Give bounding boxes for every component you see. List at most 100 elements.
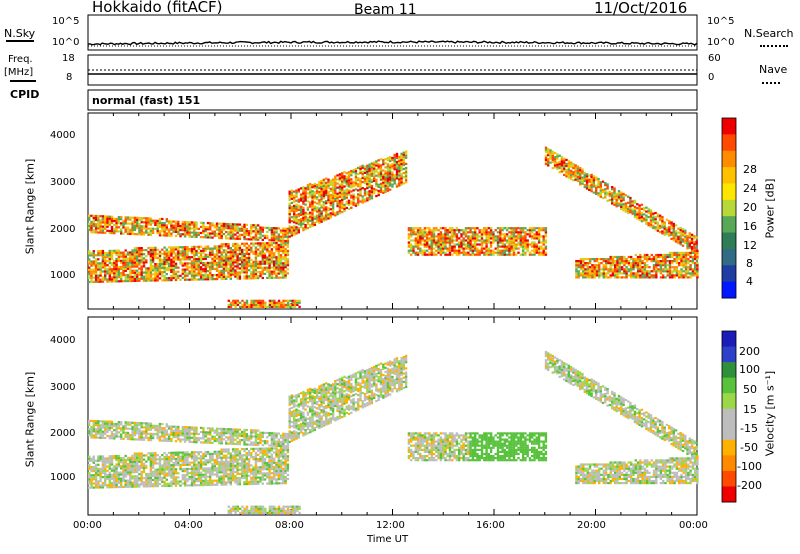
freq-unit-label: [MHz]: [4, 67, 34, 78]
velocity-cell: [199, 451, 203, 454]
noise-sky-label: N.Sky: [4, 27, 36, 40]
power-cell: [284, 258, 287, 261]
power-cell: [299, 195, 303, 198]
power-cell: [350, 206, 353, 209]
power-cell: [94, 223, 98, 226]
power-cell: [190, 262, 194, 265]
power-cell: [133, 259, 137, 262]
power-cell: [295, 203, 298, 206]
velocity-cell: [142, 468, 146, 471]
velocity-cell: [193, 441, 196, 444]
power-cell: [257, 248, 260, 251]
power-cell: [284, 264, 287, 267]
power-cell: [286, 231, 290, 234]
velocity-cell: [311, 409, 314, 412]
velocity-cell: [275, 453, 278, 456]
power-cell: [213, 245, 216, 248]
velocity-cell: [338, 417, 342, 420]
power-cell: [338, 179, 342, 182]
velocity-cell: [209, 467, 212, 470]
velocity-cell: [327, 395, 330, 398]
power-cell: [375, 174, 378, 177]
power-cell: [117, 253, 121, 256]
power-cell: [106, 219, 109, 222]
velocity-cell: [268, 466, 271, 469]
power-cell: [261, 242, 264, 245]
velocity-cell: [110, 473, 114, 476]
power-colorbar-cell: [722, 265, 736, 283]
velocity-cell: [263, 459, 267, 463]
power-cell: [234, 255, 237, 258]
power-cell: [322, 219, 326, 222]
velocity-cell: [151, 462, 155, 465]
power-cell: [313, 221, 316, 224]
velocity-cell: [254, 433, 258, 436]
power-cell: [113, 230, 116, 233]
power-cell: [165, 234, 168, 237]
velocity-cell: [361, 379, 364, 382]
power-cell: [361, 187, 364, 190]
power-colorbar-cell: [722, 118, 736, 135]
velocity-cell: [174, 478, 178, 481]
velocity-cell: [325, 413, 328, 416]
power-cell: [158, 271, 162, 274]
velocity-cell: [124, 423, 127, 426]
power-cell: [266, 248, 269, 251]
power-cell: [202, 270, 205, 273]
power-cell: [138, 261, 141, 264]
power-cell: [193, 221, 196, 224]
velocity-cell: [113, 483, 116, 487]
velocity-cell: [179, 465, 182, 469]
power-cell: [254, 242, 258, 245]
velocity-cell: [231, 477, 235, 480]
velocity-cell: [327, 399, 330, 402]
power-cell: [293, 210, 296, 214]
velocity-cell: [236, 436, 239, 439]
velocity-cell: [183, 440, 187, 443]
velocity-cell: [165, 482, 168, 485]
velocity-cell: [363, 403, 367, 406]
power-cell: [257, 242, 260, 245]
velocity-cell: [263, 453, 267, 456]
power-cell: [338, 205, 342, 209]
power-cell: [115, 272, 118, 275]
power-cell: [120, 276, 123, 279]
velocity-cell: [99, 467, 102, 470]
power-cell: [218, 271, 221, 274]
power-cell: [204, 257, 207, 260]
velocity-cell: [334, 417, 337, 420]
velocity-cell: [195, 428, 198, 431]
velocity-cell: [213, 450, 216, 453]
power-cell: [158, 230, 162, 233]
velocity-cell: [293, 401, 296, 404]
power-cell: [129, 263, 132, 266]
velocity-cell: [277, 465, 280, 468]
velocity-cell: [151, 454, 155, 457]
power-cell: [368, 192, 371, 195]
power-cell: [129, 230, 132, 233]
velocity-cell: [293, 411, 296, 414]
velocity-cell: [245, 437, 248, 440]
power-cell: [231, 273, 235, 276]
power-cell: [236, 273, 239, 276]
velocity-cell: [273, 438, 276, 441]
velocity-cell: [124, 425, 127, 428]
velocity-cell: [270, 457, 274, 460]
power-cell: [236, 231, 239, 234]
velocity-cell: [250, 443, 253, 446]
velocity-cell: [247, 482, 251, 486]
power-cell: [92, 218, 95, 222]
velocity-cell: [183, 461, 187, 464]
power-cell: [131, 249, 134, 252]
velocity-cell: [177, 461, 180, 465]
power-cell: [345, 190, 348, 193]
velocity-cell: [136, 462, 139, 465]
velocity-cell: [156, 458, 159, 461]
power-cell: [343, 179, 346, 182]
power-cell: [124, 265, 127, 268]
velocity-cell: [257, 449, 260, 452]
velocity-cell: [94, 436, 98, 439]
power-cell: [313, 217, 316, 220]
power-cell: [99, 250, 102, 253]
velocity-cell: [158, 482, 162, 486]
